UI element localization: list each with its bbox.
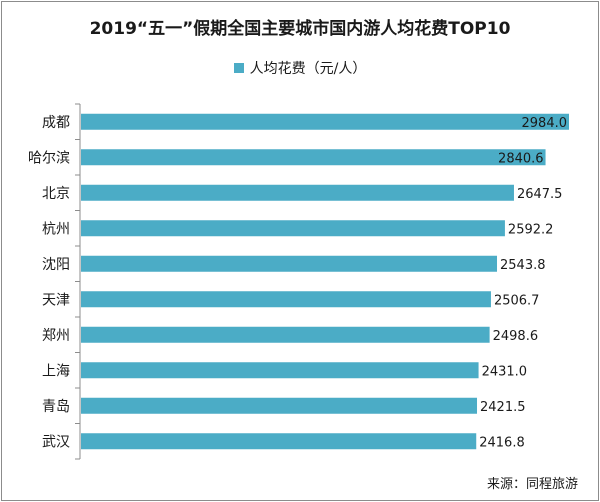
value-label: 2431.0 [482, 364, 528, 379]
value-label: 2647.5 [517, 187, 563, 202]
bar [81, 397, 478, 414]
value-label: 2543.8 [500, 258, 546, 273]
category-label: 成都 [42, 115, 70, 131]
bar [81, 184, 514, 201]
value-label: 2498.6 [493, 329, 539, 344]
category-label: 郑州 [42, 328, 70, 344]
category-label: 武汉 [42, 434, 70, 450]
value-label: 2416.8 [479, 435, 524, 450]
value-label: 2421.5 [480, 400, 526, 415]
bar [81, 113, 569, 130]
value-label: 2840.6 [498, 151, 544, 166]
value-label: 2984.0 [522, 116, 568, 131]
legend-swatch [233, 63, 244, 73]
bar [81, 326, 490, 343]
bar [81, 291, 491, 308]
chart-title: 2019“五一”假期全国主要城市国内游人均花费TOP10 [89, 19, 511, 39]
category-label: 青岛 [42, 399, 70, 415]
bar [81, 433, 477, 450]
category-label: 沈阳 [42, 257, 70, 273]
bar [81, 220, 505, 237]
source-note: 来源：同程旅游 [486, 477, 578, 492]
bar [81, 149, 546, 166]
category-label: 杭州 [42, 221, 70, 237]
category-label: 上海 [42, 363, 70, 379]
value-label: 2506.7 [494, 293, 539, 308]
bar [81, 255, 498, 272]
value-label: 2592.2 [508, 222, 554, 237]
chart-legend: 人均花费（元/人） [0, 58, 600, 78]
bar [81, 362, 479, 379]
category-label: 天津 [42, 292, 70, 308]
category-label: 北京 [42, 186, 70, 202]
legend-label: 人均花费（元/人） [249, 61, 367, 77]
category-label: 哈尔滨 [28, 150, 70, 166]
